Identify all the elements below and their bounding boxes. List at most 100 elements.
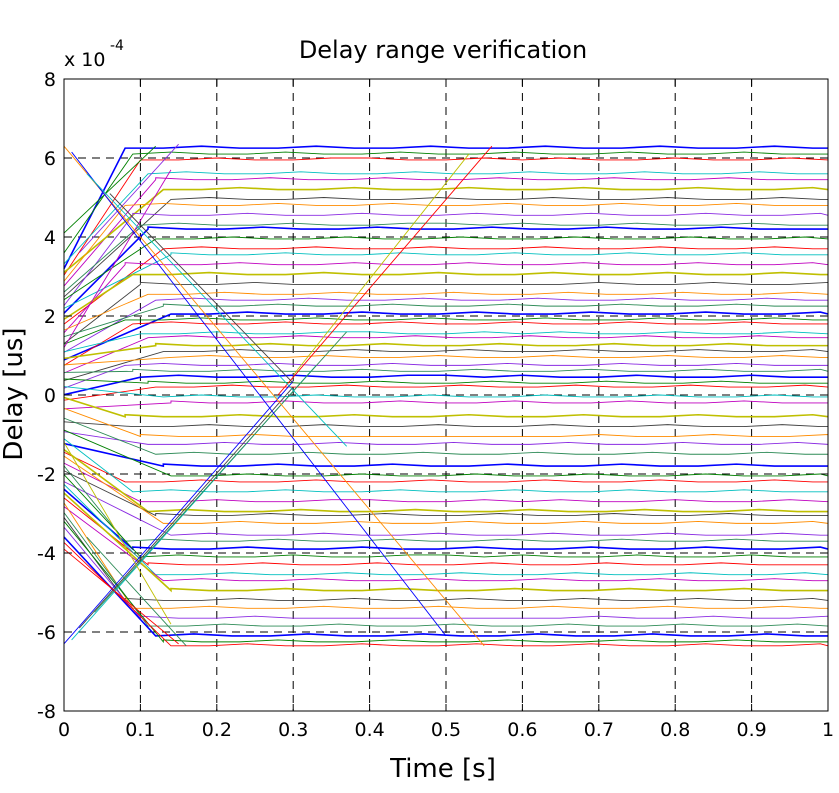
x-axis-label: Time [s] [389,754,496,784]
series-line [63,438,828,493]
series-line [63,252,828,309]
series-line [63,145,828,270]
series-line [63,455,829,524]
chart-title: Delay range verification [299,36,587,64]
series-ramp-line [78,386,294,629]
x-tick-label: 1 [822,719,834,741]
x-axis-ticks: 0 0.1 0.2 0.3 0.4 0.5 0.6 0.7 0.8 0.9 1 [58,79,834,741]
x-tick-label: 0.9 [736,719,766,741]
series-line [63,474,828,558]
series-line [63,271,828,320]
series-line [63,291,829,331]
series-line [63,512,829,627]
series-ramp-line [63,380,294,645]
series-line [63,536,828,637]
series-line [63,470,828,517]
series-ramp-line [63,169,172,348]
series-line [63,171,828,265]
series-line [63,448,828,513]
series-line [63,407,829,438]
series-ramp-line [86,536,187,647]
series-line [63,349,829,382]
series-line [63,321,828,366]
series-line [63,442,828,468]
series-ramp-line [109,193,294,384]
series-line [63,526,829,620]
series-ramp-line [63,442,172,625]
y-axis-label: Delay [us] [0,327,29,460]
series-ramp-line [63,145,485,647]
series-line [63,481,828,536]
series-line [63,212,829,306]
series-line [63,417,828,455]
series-ramp-line [63,145,156,234]
series-line [63,297,828,353]
x-tick-label: 0.7 [584,719,614,741]
series-line [63,488,829,551]
series-line [63,400,828,410]
series-line [63,429,829,477]
series-lines [63,143,829,647]
y-tick-label: 2 [44,306,56,328]
series-line [63,502,828,609]
x-tick-label: 0.1 [125,719,155,741]
y-multiplier: x 10 [64,49,105,71]
series-ramp-line [71,151,447,637]
x-tick-label: 0.6 [507,719,537,741]
series-line [63,186,829,274]
series-line [63,222,828,293]
series-ramp-line [277,145,493,396]
y-tick-label: 0 [44,385,56,407]
series-line [63,246,828,325]
y-multiplier-exponent: -4 [110,38,124,54]
series-line [63,197,828,298]
series-line [63,465,828,542]
series-line [63,331,829,353]
series-line [63,462,829,503]
x-tick-label: 0.3 [278,719,308,741]
series-line [63,368,829,373]
series-line [63,521,828,644]
x-tick-label: 0.5 [431,719,461,741]
series-line [63,484,829,576]
series-line [63,396,829,418]
series-line [63,226,828,314]
series-line [63,374,828,396]
series-ramp-line [292,153,470,376]
series-line [63,421,828,428]
series-line [63,517,829,602]
series-line [63,542,829,647]
series-line [63,386,828,398]
y-tick-label: -2 [37,464,56,486]
series-line [63,492,828,593]
series-line [63,355,828,366]
series-line [63,362,828,389]
series-line [63,311,829,361]
series-line [63,236,829,301]
y-tick-label: 8 [44,69,56,91]
series-line [63,335,828,374]
series-line [63,431,829,445]
y-tick-label: 6 [44,148,56,170]
series-line [63,378,828,384]
series-ramp-line [86,173,348,447]
series-line [63,317,828,345]
series-line [63,262,829,334]
series-ramp-line [63,548,179,645]
y-tick-label: -8 [37,701,56,723]
y-tick-label: 4 [44,227,56,249]
series-line [63,177,828,287]
y-tick-label: -4 [37,543,56,565]
x-tick-label: 0.2 [202,719,232,741]
x-tick-label: 0.4 [354,719,384,741]
plot-area: 0 0.1 0.2 0.3 0.4 0.5 0.6 0.7 0.8 0.9 1 8 6 4 2 0 -2 -4 -… [37,69,834,741]
y-tick-label: -6 [37,622,56,644]
x-tick-label: 0.8 [660,719,690,741]
series-line [63,303,828,338]
series-ramp-line [78,143,179,254]
series-line [63,384,829,401]
series-line [63,506,828,582]
series-line [63,497,828,566]
x-tick-label: 0 [58,719,70,741]
